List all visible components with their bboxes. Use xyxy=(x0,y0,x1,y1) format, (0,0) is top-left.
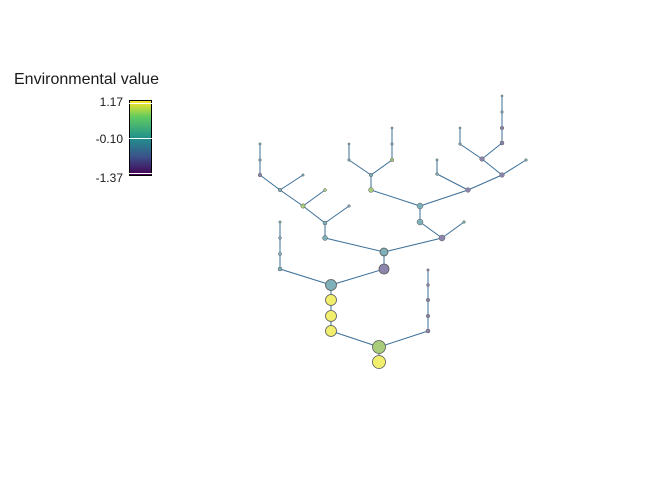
network-edge xyxy=(441,221,465,239)
legend-tick-min xyxy=(129,173,152,174)
reach-node xyxy=(499,125,505,131)
junction-node xyxy=(438,234,446,242)
reach-node xyxy=(322,235,328,241)
legend-tick-max xyxy=(129,103,152,104)
network-edge xyxy=(383,237,443,253)
reach-node xyxy=(258,158,262,162)
headwater-node xyxy=(323,188,327,192)
network-edges xyxy=(259,96,527,362)
legend-title: Environmental value xyxy=(14,71,159,88)
headwater-node xyxy=(426,268,430,272)
junction-node xyxy=(379,247,389,257)
reach-node xyxy=(322,220,328,226)
reach-node xyxy=(426,283,430,287)
headwater-node xyxy=(458,126,462,130)
reach-node xyxy=(500,110,504,114)
junction-node xyxy=(416,202,424,210)
network-edge xyxy=(259,174,281,191)
network-edge xyxy=(419,189,469,207)
network-edge xyxy=(348,159,372,176)
junction-node xyxy=(368,172,374,178)
reach-node xyxy=(458,142,462,146)
reach-node xyxy=(325,294,337,306)
network-edge xyxy=(436,173,469,191)
junction-node xyxy=(479,156,485,162)
junction-node xyxy=(465,187,471,193)
network-edge xyxy=(330,330,380,348)
network-edge xyxy=(481,158,503,176)
network-edge xyxy=(279,268,332,286)
legend-label-mid: -0.10 xyxy=(95,132,123,146)
reach-node xyxy=(325,325,337,337)
junction-node xyxy=(325,279,337,291)
network-edge xyxy=(324,205,350,224)
network-edge xyxy=(370,189,421,207)
junction-node xyxy=(499,172,505,178)
reach-node xyxy=(425,297,431,303)
legend-tick-mid xyxy=(129,138,152,139)
reach-node xyxy=(378,263,390,275)
reach-node xyxy=(435,172,439,176)
reach-node xyxy=(499,140,505,146)
network-edge xyxy=(302,205,326,224)
network-edge xyxy=(370,159,393,176)
reach-node xyxy=(325,310,337,322)
legend-label-max: 1.17 xyxy=(99,95,123,109)
junction-node xyxy=(389,157,395,163)
reach-node xyxy=(390,142,394,146)
network-edge xyxy=(378,330,429,348)
legend-label-min: -1.37 xyxy=(95,171,123,185)
network-edge xyxy=(481,142,503,160)
outlet-node xyxy=(372,355,386,369)
headwater-node xyxy=(347,142,351,146)
reach-node xyxy=(425,313,431,319)
network-edge xyxy=(279,174,304,191)
network-edge xyxy=(330,268,385,286)
network-edge xyxy=(419,221,443,239)
reach-node xyxy=(416,218,424,226)
network-edge xyxy=(467,174,503,191)
headwater-node xyxy=(462,220,466,224)
network-edge xyxy=(459,143,483,160)
junction-node xyxy=(372,340,386,354)
headwater-node xyxy=(258,142,262,146)
junction-node xyxy=(300,203,306,209)
reach-node xyxy=(425,328,431,334)
junction-node xyxy=(277,187,283,193)
reach-node xyxy=(277,266,283,272)
reach-node xyxy=(257,172,263,178)
network-edge xyxy=(324,237,385,253)
reach-node xyxy=(278,236,282,240)
reach-node xyxy=(278,252,282,256)
headwater-node xyxy=(500,94,504,98)
headwater-node xyxy=(390,126,394,130)
network-edge xyxy=(501,159,527,176)
network-nodes xyxy=(257,94,528,369)
reach-node xyxy=(368,187,374,193)
network-edge xyxy=(279,189,304,207)
headwater-node xyxy=(278,220,282,224)
headwater-node xyxy=(435,158,439,162)
headwater-node xyxy=(301,173,305,177)
headwater-node xyxy=(347,204,351,208)
network-edge xyxy=(302,189,326,207)
reach-node xyxy=(347,158,351,162)
headwater-node xyxy=(524,158,528,162)
